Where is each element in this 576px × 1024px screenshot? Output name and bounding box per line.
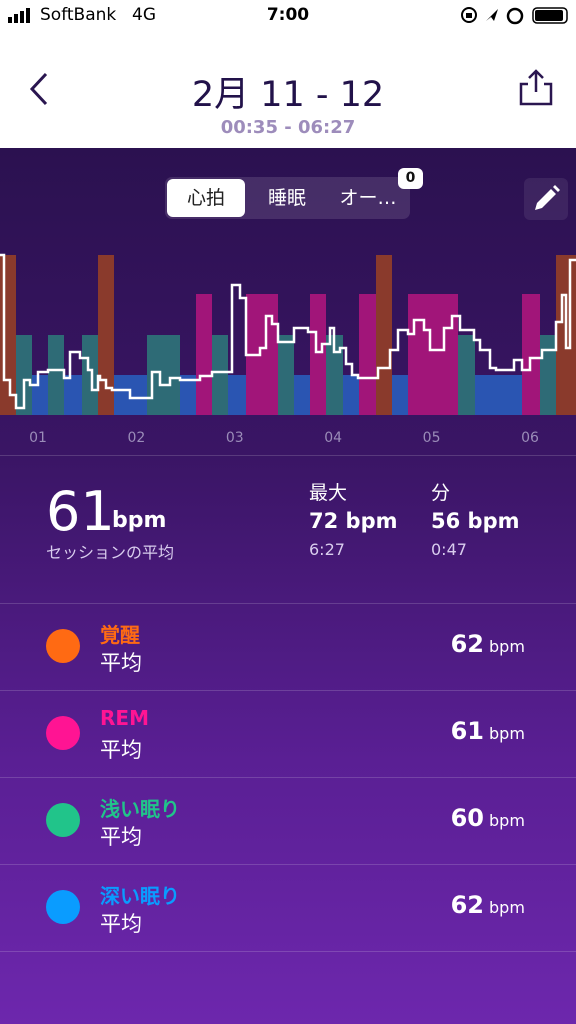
stage-dot (46, 803, 80, 837)
stage-segment (522, 294, 540, 415)
max-value: 72 bpm (309, 509, 398, 533)
max-time: 6:27 (309, 540, 345, 559)
back-button[interactable] (26, 70, 52, 108)
tab-other[interactable]: オー… (339, 187, 397, 209)
date-title: 2月 11 - 12 (191, 75, 385, 115)
stage-segment (343, 375, 359, 415)
stage-dot (46, 890, 80, 924)
avg-value: 61 (46, 480, 115, 543)
stage-dot (46, 716, 80, 750)
stage-segment (540, 335, 556, 415)
stage-unit: bpm (489, 811, 525, 830)
badge: 0 (398, 168, 423, 189)
stage-segment (392, 375, 408, 415)
stage-unit: bpm (489, 898, 525, 917)
stage-unit: bpm (489, 637, 525, 656)
sleep-chart (0, 253, 576, 415)
stage-unit: bpm (489, 724, 525, 743)
carrier: SoftBank (40, 5, 117, 25)
x-axis-label: 03 (225, 430, 244, 446)
stage-segment (98, 255, 114, 415)
stage-segment (458, 335, 475, 415)
x-axis-label: 04 (324, 430, 343, 446)
tab-heart[interactable]: 心拍 (167, 179, 245, 217)
stage-name: 深い眠り (100, 884, 180, 908)
stage-segment (408, 294, 458, 415)
stage-segment (32, 375, 48, 415)
stage-value: 61 (450, 717, 484, 745)
min-time: 0:47 (431, 540, 467, 559)
min-value: 56 bpm (431, 509, 520, 533)
stage-dot (46, 629, 80, 663)
content-panel (0, 148, 576, 1024)
network: 4G (132, 5, 156, 25)
row-divider (0, 777, 576, 778)
time-range: 00:35 - 06:27 (220, 117, 356, 138)
stage-segment (196, 294, 212, 415)
stage-segment (48, 335, 64, 415)
x-axis-label: 06 (521, 430, 539, 446)
stage-name: REM (100, 706, 149, 730)
row-divider (0, 864, 576, 865)
row-divider (0, 951, 576, 952)
edit-button[interactable] (524, 178, 568, 220)
signal-icon (8, 8, 30, 23)
min-label: 分 (431, 482, 451, 504)
share-button[interactable] (516, 68, 556, 108)
x-axis-label: 05 (422, 430, 441, 446)
stage-label: 平均 (100, 651, 142, 675)
stage-segment (0, 255, 16, 415)
max-label: 最大 (309, 482, 348, 504)
stage-segment (82, 335, 98, 415)
avg-label: セッションの平均 (46, 543, 175, 562)
stage-segment (310, 294, 326, 415)
stage-value: 62 (450, 630, 484, 658)
stage-segment (180, 375, 196, 415)
clock: 7:00 (266, 5, 310, 25)
stage-segment (212, 335, 228, 415)
row-divider (0, 603, 576, 604)
stage-segment (228, 375, 246, 415)
stage-value: 60 (450, 804, 484, 832)
row-divider (0, 690, 576, 691)
stage-label: 平均 (100, 912, 142, 936)
stage-segment (64, 375, 82, 415)
stage-segment (16, 335, 32, 415)
stage-value: 62 (450, 891, 484, 919)
x-axis-label: 01 (29, 430, 47, 446)
stage-label: 平均 (100, 738, 142, 762)
stage-segment (278, 335, 294, 415)
tab-sleep[interactable]: 睡眠 (267, 187, 306, 209)
x-axis-label: 02 (127, 430, 146, 446)
stage-segment (294, 375, 310, 415)
stage-segment (475, 375, 522, 415)
divider (0, 455, 576, 456)
avg-unit: bpm (112, 508, 167, 533)
stage-segment (376, 255, 392, 415)
stage-label: 平均 (100, 825, 142, 849)
stage-name: 浅い眠り (100, 797, 180, 821)
stage-segment (326, 335, 343, 415)
status-icons (461, 7, 568, 25)
stage-name: 覚醒 (100, 623, 140, 647)
stage-segment (359, 294, 376, 415)
